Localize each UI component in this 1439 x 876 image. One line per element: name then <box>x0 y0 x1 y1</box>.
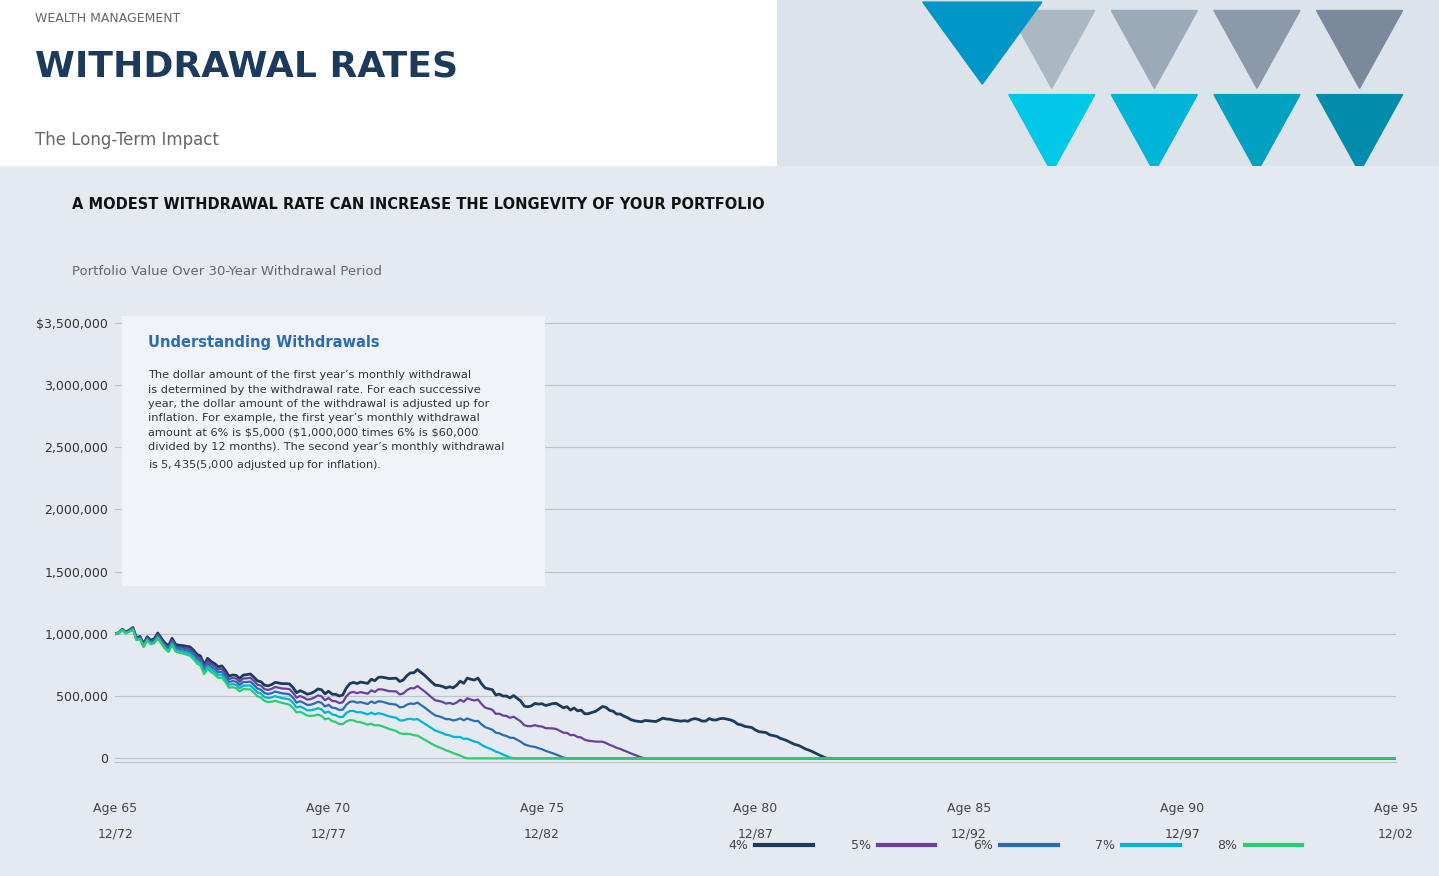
5% <box>843 753 861 764</box>
Text: Portfolio Value Over 30-Year Withdrawal Period: Portfolio Value Over 30-Year Withdrawal … <box>72 265 381 278</box>
Polygon shape <box>1111 95 1197 173</box>
4% <box>124 622 141 632</box>
6% <box>843 753 861 764</box>
4% <box>914 753 931 764</box>
Text: 7%: 7% <box>1095 839 1115 851</box>
5% <box>1238 753 1255 764</box>
4% <box>843 753 861 764</box>
Text: WITHDRAWAL RATES: WITHDRAWAL RATES <box>35 49 458 83</box>
Polygon shape <box>1317 95 1403 173</box>
Line: 4%: 4% <box>115 627 1396 759</box>
Text: 12/97: 12/97 <box>1164 828 1200 841</box>
4% <box>348 678 366 689</box>
Text: Age 85: Age 85 <box>947 802 991 815</box>
6% <box>558 753 576 764</box>
6% <box>348 697 366 708</box>
Text: Age 75: Age 75 <box>519 802 564 815</box>
8% <box>459 753 476 764</box>
4% <box>1387 753 1404 764</box>
Text: 12/77: 12/77 <box>311 828 347 841</box>
5% <box>885 753 902 764</box>
Text: 12/82: 12/82 <box>524 828 560 841</box>
5% <box>1387 753 1404 764</box>
6% <box>1238 753 1255 764</box>
Text: 12/02: 12/02 <box>1379 828 1413 841</box>
4% <box>885 753 902 764</box>
6% <box>885 753 902 764</box>
Text: 12/87: 12/87 <box>737 828 774 841</box>
Text: The Long-Term Impact: The Long-Term Impact <box>35 131 219 150</box>
Text: Age 65: Age 65 <box>94 802 137 815</box>
7% <box>914 753 931 764</box>
Polygon shape <box>1111 11 1197 88</box>
7% <box>1387 753 1404 764</box>
4% <box>1238 753 1255 764</box>
Text: The dollar amount of the first year’s monthly withdrawal
is determined by the wi: The dollar amount of the first year’s mo… <box>148 371 504 472</box>
6% <box>914 753 931 764</box>
Text: Age 90: Age 90 <box>1160 802 1204 815</box>
Text: Age 70: Age 70 <box>307 802 351 815</box>
Text: 4%: 4% <box>728 839 748 851</box>
6% <box>124 624 141 634</box>
Text: Understanding Withdrawals: Understanding Withdrawals <box>148 336 380 350</box>
Text: B: B <box>1151 75 1183 117</box>
8% <box>1387 753 1404 764</box>
Text: ®: ® <box>1402 70 1416 84</box>
7% <box>843 753 861 764</box>
8% <box>124 625 141 635</box>
Text: 12/72: 12/72 <box>98 828 132 841</box>
5% <box>145 634 163 645</box>
Polygon shape <box>1215 95 1299 173</box>
7% <box>505 753 522 764</box>
Line: 7%: 7% <box>115 629 1396 759</box>
8% <box>106 629 124 639</box>
Text: 6%: 6% <box>973 839 993 851</box>
Text: Age 95: Age 95 <box>1374 802 1417 815</box>
5% <box>348 688 366 698</box>
Polygon shape <box>922 2 1042 84</box>
8% <box>885 753 902 764</box>
Text: A MODEST WITHDRAWAL RATE CAN INCREASE THE LONGEVITY OF YOUR PORTFOLIO: A MODEST WITHDRAWAL RATE CAN INCREASE TH… <box>72 197 764 212</box>
Polygon shape <box>1317 11 1403 88</box>
6% <box>106 629 124 639</box>
7% <box>124 624 141 634</box>
7% <box>145 637 163 647</box>
7% <box>1238 753 1255 764</box>
Polygon shape <box>1009 95 1095 173</box>
Text: 12/92: 12/92 <box>951 828 987 841</box>
Text: WEALTH MANAGEMENT: WEALTH MANAGEMENT <box>35 12 180 25</box>
8% <box>843 753 861 764</box>
8% <box>348 717 366 727</box>
4% <box>145 633 163 644</box>
Text: 8%: 8% <box>1217 839 1238 851</box>
8% <box>1238 753 1255 764</box>
Polygon shape <box>1215 11 1299 88</box>
8% <box>914 753 931 764</box>
Line: 5%: 5% <box>115 628 1396 759</box>
7% <box>106 629 124 639</box>
Line: 8%: 8% <box>115 630 1396 759</box>
6% <box>1387 753 1404 764</box>
4% <box>822 753 839 764</box>
6% <box>145 636 163 646</box>
5% <box>636 753 653 764</box>
Line: 6%: 6% <box>115 629 1396 759</box>
Text: Age 80: Age 80 <box>734 802 777 815</box>
7% <box>348 707 366 717</box>
Polygon shape <box>1009 11 1095 88</box>
Text: 5%: 5% <box>850 839 871 851</box>
Text: LACKROCK: LACKROCK <box>1189 81 1373 111</box>
4% <box>106 629 124 639</box>
5% <box>124 623 141 633</box>
5% <box>914 753 931 764</box>
7% <box>885 753 902 764</box>
8% <box>145 638 163 648</box>
5% <box>106 629 124 639</box>
